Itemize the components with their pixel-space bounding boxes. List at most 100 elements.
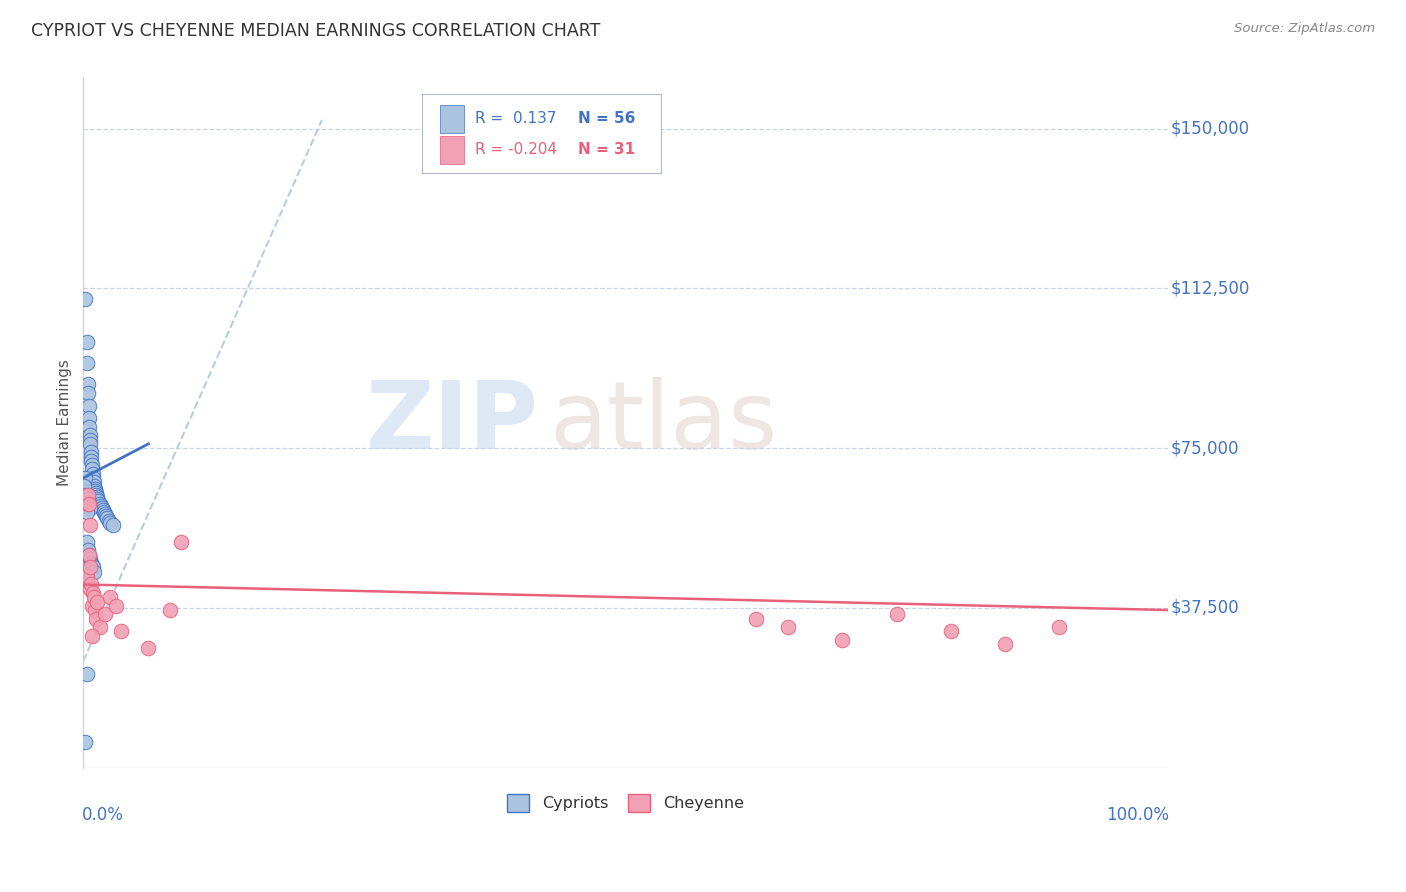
Point [77, 420, 100, 434]
Point [76, 505, 98, 519]
Point [82, 471, 104, 485]
Point [75, 488, 97, 502]
Point [80, 556, 103, 570]
Point [80, 450, 103, 464]
Text: $75,000: $75,000 [1171, 439, 1240, 457]
Text: R = -0.204: R = -0.204 [475, 143, 557, 157]
Point [83, 479, 105, 493]
Text: $150,000: $150,000 [1171, 120, 1250, 137]
Point [96, 511, 118, 525]
Text: N = 56: N = 56 [578, 112, 636, 127]
Point [77, 548, 100, 562]
Point [94, 509, 117, 524]
Text: atlas: atlas [550, 376, 778, 468]
Text: Source: ZipAtlas.com: Source: ZipAtlas.com [1234, 22, 1375, 36]
Point [94, 507, 117, 521]
Point [77, 496, 100, 510]
Point [76, 569, 98, 583]
Point [86, 594, 108, 608]
Point [100, 591, 122, 605]
Text: $112,500: $112,500 [1171, 279, 1250, 297]
Point [76, 385, 98, 400]
Point [79, 437, 101, 451]
Point [76, 573, 98, 587]
Point [76, 534, 98, 549]
Point [84, 488, 107, 502]
Point [80, 462, 103, 476]
Point [80, 458, 103, 473]
Text: 100.0%: 100.0% [1107, 805, 1168, 823]
Point [89, 620, 111, 634]
Point [98, 514, 121, 528]
Legend: Cypriots, Cheyenne: Cypriots, Cheyenne [501, 787, 751, 818]
Point [744, 611, 766, 625]
Point [76, 377, 98, 392]
Text: ZIP: ZIP [366, 376, 538, 468]
Point [80, 454, 103, 468]
Point [104, 599, 127, 613]
Point [94, 607, 117, 622]
Point [79, 500, 101, 515]
Bar [440, 105, 464, 133]
Point [84, 483, 107, 498]
Point [84, 486, 107, 500]
FancyBboxPatch shape [422, 94, 661, 173]
Point [75, 471, 97, 485]
Point [83, 475, 105, 490]
Point [75, 735, 97, 749]
Text: $37,500: $37,500 [1171, 599, 1240, 617]
Point [76, 492, 98, 507]
Point [77, 496, 100, 510]
Point [76, 488, 98, 502]
Point [90, 499, 112, 513]
Point [170, 534, 193, 549]
Point [101, 517, 124, 532]
Point [939, 624, 962, 639]
Point [79, 433, 101, 447]
Point [89, 496, 111, 510]
Point [994, 637, 1017, 651]
Point [82, 467, 104, 481]
Point [83, 565, 105, 579]
Point [86, 490, 108, 504]
Point [76, 496, 98, 510]
Point [100, 516, 122, 530]
Text: CYPRIOT VS CHEYENNE MEDIAN EARNINGS CORRELATION CHART: CYPRIOT VS CHEYENNE MEDIAN EARNINGS CORR… [31, 22, 600, 40]
Point [79, 582, 101, 596]
Point [82, 586, 104, 600]
Point [91, 503, 114, 517]
Text: 0.0%: 0.0% [82, 805, 124, 823]
Point [77, 411, 100, 425]
Point [76, 334, 98, 349]
Point [80, 558, 103, 573]
Point [79, 552, 101, 566]
Point [82, 560, 104, 574]
Point [80, 445, 103, 459]
Point [138, 641, 160, 656]
Point [1047, 620, 1070, 634]
Point [84, 603, 107, 617]
Point [79, 428, 101, 442]
Point [83, 591, 105, 605]
Point [90, 500, 112, 515]
Point [77, 548, 100, 562]
Point [80, 629, 103, 643]
Point [76, 667, 98, 681]
Point [87, 494, 110, 508]
Point [79, 560, 101, 574]
Point [79, 517, 101, 532]
Point [886, 607, 908, 622]
Point [77, 399, 100, 413]
Point [831, 632, 853, 647]
Point [159, 603, 181, 617]
Point [76, 543, 98, 558]
Text: R =  0.137: R = 0.137 [475, 112, 557, 127]
Text: N = 31: N = 31 [578, 143, 636, 157]
Point [93, 505, 115, 519]
Point [110, 624, 132, 639]
Point [778, 620, 800, 634]
Point [75, 292, 97, 306]
Point [84, 482, 107, 496]
Y-axis label: Median Earnings: Median Earnings [58, 359, 72, 486]
Point [76, 356, 98, 370]
